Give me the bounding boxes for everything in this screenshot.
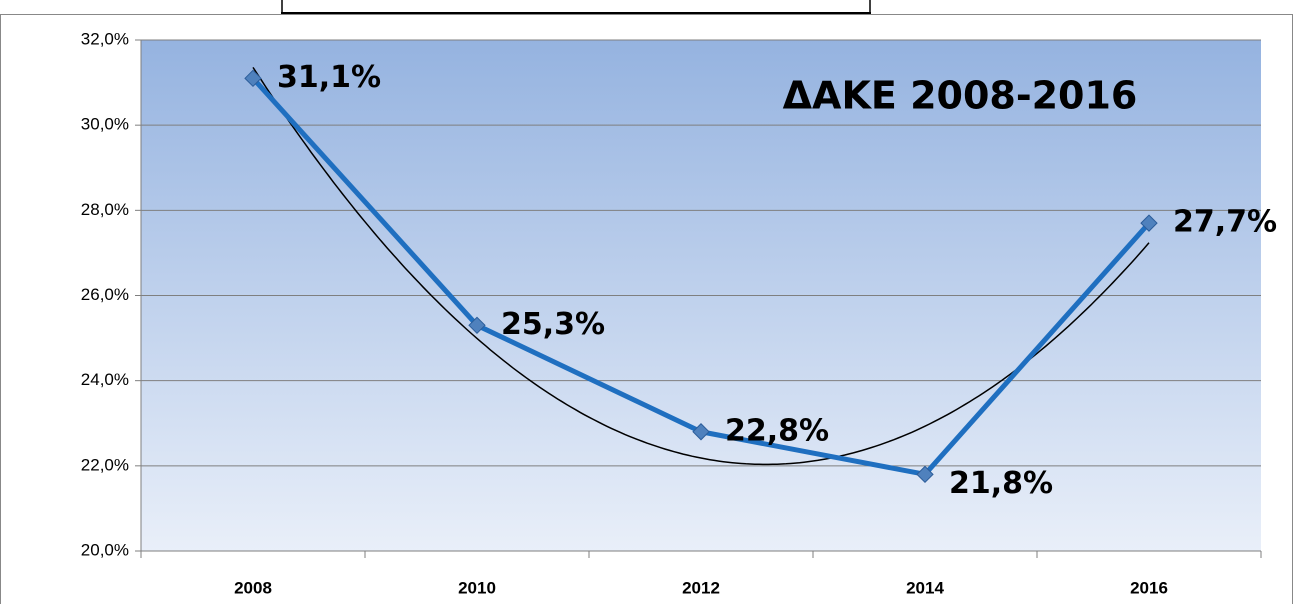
data-point [916,465,934,484]
data-point [468,316,486,335]
x-tick-label: 2010 [458,578,496,597]
x-tick-label: 2008 [234,578,272,597]
x-tick-label: 2016 [1130,578,1168,597]
trendline [252,66,1150,466]
y-tick-label: 22,0% [81,455,129,474]
data-label: 25,3% [501,307,605,342]
y-tick-label: 26,0% [81,285,129,304]
x-tick-label: 2012 [682,578,720,597]
x-tick-label: 2014 [906,578,944,597]
y-tick-label: 20,0% [81,540,129,559]
y-tick-label: 32,0% [81,29,129,48]
data-point [692,423,710,441]
data-label: 21,8% [949,466,1053,501]
y-tick-label: 24,0% [81,370,129,389]
data-label: 31,1% [277,60,381,95]
data-point [1140,214,1158,232]
y-tick-label: 28,0% [81,200,129,219]
y-tick-label: 30,0% [81,115,129,134]
header-box [281,0,871,14]
data-point [244,69,262,88]
chart-title: ΔΑΚΕ 2008-2016 [783,74,1138,118]
data-label: 22,8% [725,413,829,448]
data-label: 27,7% [1173,205,1277,240]
